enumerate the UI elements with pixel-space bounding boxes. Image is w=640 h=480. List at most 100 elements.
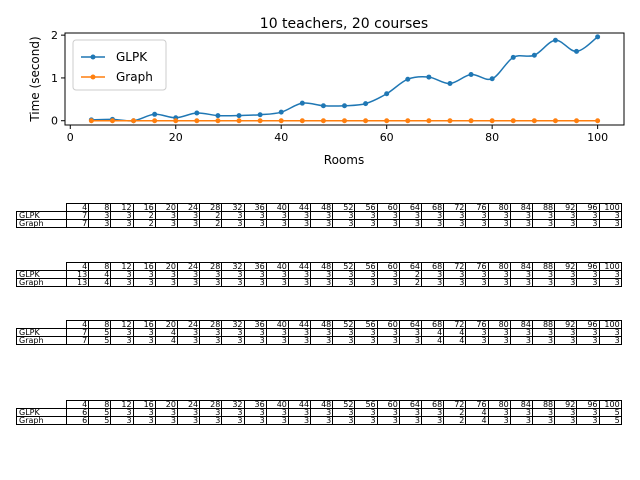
table-row: Graph 13 4 3 3 3 3 3 3 3 3 3 3 3 3 3 2 3 3 3 3 3 3 3 3 3 bbox=[16, 278, 622, 287]
column-header: 52 bbox=[332, 400, 356, 409]
table-cell: 3 bbox=[310, 416, 334, 425]
table-cell: 3 bbox=[487, 278, 511, 287]
table-row: GLPK 7 5 3 3 4 3 3 3 3 3 3 3 3 3 3 3 4 4 3 3 3 3 3 3 3 bbox=[16, 328, 622, 337]
data-point-graph bbox=[194, 118, 200, 124]
column-header: 52 bbox=[332, 320, 356, 329]
data-point-glpk bbox=[489, 76, 495, 82]
table-cell: 3 bbox=[509, 328, 533, 337]
column-header: 52 bbox=[332, 203, 356, 212]
table-cell: 3 bbox=[531, 270, 556, 279]
column-header: 100 bbox=[598, 320, 622, 329]
row-label: Graph bbox=[16, 219, 67, 228]
table-cell: 3 bbox=[376, 219, 400, 228]
column-header: 44 bbox=[287, 400, 312, 409]
data-point-graph bbox=[257, 118, 263, 124]
table-cell: 3 bbox=[310, 211, 334, 220]
table-cell: 3 bbox=[554, 219, 578, 228]
table-cell: 3 bbox=[465, 219, 489, 228]
table-cell: 3 bbox=[265, 408, 289, 417]
table-cell: 3 bbox=[243, 278, 267, 287]
table-cell: 4 bbox=[420, 328, 445, 337]
column-header: 80 bbox=[487, 262, 511, 271]
column-header: 100 bbox=[598, 203, 622, 212]
column-header: 72 bbox=[443, 203, 467, 212]
column-header: 44 bbox=[287, 320, 312, 329]
column-header: 12 bbox=[110, 320, 134, 329]
table-cell: 3 bbox=[376, 336, 400, 345]
table-cell: 3 bbox=[598, 278, 622, 287]
data-point-glpk bbox=[257, 112, 263, 118]
table-cell: 3 bbox=[176, 328, 201, 337]
table-cell: 3 bbox=[487, 211, 511, 220]
column-header: 8 bbox=[88, 203, 112, 212]
data-point-graph bbox=[384, 118, 390, 124]
data-point-graph bbox=[363, 118, 369, 124]
x-axis-label: Rooms bbox=[324, 153, 364, 167]
column-header: 72 bbox=[443, 320, 467, 329]
table-cell: 3 bbox=[576, 408, 600, 417]
table-cell: 3 bbox=[110, 416, 134, 425]
table-cell: 3 bbox=[554, 211, 578, 220]
data-point-graph bbox=[236, 118, 242, 124]
column-header: 28 bbox=[199, 262, 223, 271]
table-cell: 3 bbox=[154, 270, 178, 279]
table-cell: 13 bbox=[65, 270, 90, 279]
table-cell: 7 bbox=[65, 219, 90, 228]
column-header: 28 bbox=[199, 400, 223, 409]
table-row: Graph 6 5 3 3 3 3 3 3 3 3 3 3 3 3 3 3 3 2 4 3 3 3 3 3 5 bbox=[16, 416, 622, 425]
table-cell: 3 bbox=[265, 270, 289, 279]
table-cell: 4 bbox=[465, 416, 489, 425]
column-header: 56 bbox=[354, 203, 378, 212]
column-header: 92 bbox=[554, 320, 578, 329]
row-label: GLPK bbox=[16, 408, 67, 417]
table-cell: 3 bbox=[598, 219, 622, 228]
table-cell: 3 bbox=[598, 336, 622, 345]
row-label: Graph bbox=[16, 416, 67, 425]
table-cell: 3 bbox=[398, 416, 423, 425]
column-header: 24 bbox=[176, 400, 201, 409]
table-cell: 3 bbox=[554, 270, 578, 279]
table-cell: 3 bbox=[265, 278, 289, 287]
column-header: 76 bbox=[465, 320, 489, 329]
series-line-glpk bbox=[91, 36, 599, 122]
column-header: 36 bbox=[243, 203, 267, 212]
table-cell: 3 bbox=[576, 416, 600, 425]
column-header: 32 bbox=[221, 400, 245, 409]
data-point-glpk bbox=[215, 113, 221, 119]
data-point-graph bbox=[342, 118, 347, 124]
results-table-2: 4 8 12 16 20 24 28 32 36 40 44 48 52 56 60 64 68 72 76 80 84… bbox=[16, 262, 622, 287]
table-cell: 3 bbox=[199, 416, 223, 425]
table-cell: 7 bbox=[65, 336, 90, 345]
table-cell: 3 bbox=[487, 416, 511, 425]
table-cell: 3 bbox=[354, 211, 378, 220]
table-cell: 3 bbox=[487, 270, 511, 279]
column-header: 84 bbox=[509, 400, 533, 409]
table-cell: 4 bbox=[465, 408, 489, 417]
column-header: 8 bbox=[88, 320, 112, 329]
chart-title: 10 teachers, 20 courses bbox=[260, 16, 428, 32]
table-cell: 3 bbox=[310, 328, 334, 337]
column-header: 100 bbox=[598, 400, 622, 409]
table-cell: 3 bbox=[110, 219, 134, 228]
x-tick-label: 80 bbox=[485, 131, 499, 144]
table-cell: 3 bbox=[110, 270, 134, 279]
data-point-glpk bbox=[531, 52, 537, 58]
data-point-glpk bbox=[236, 113, 242, 119]
table-cell: 3 bbox=[509, 219, 533, 228]
table-cell: 3 bbox=[176, 219, 201, 228]
table-cell: 3 bbox=[110, 328, 134, 337]
table-cell: 3 bbox=[265, 328, 289, 337]
table-cell: 3 bbox=[398, 408, 423, 417]
results-table-4: 4 8 12 16 20 24 28 32 36 40 44 48 52 56 60 64 68 72 76 80 84… bbox=[16, 400, 622, 425]
table-cell: 3 bbox=[265, 211, 289, 220]
data-point-graph bbox=[152, 118, 158, 124]
data-point-glpk bbox=[194, 110, 200, 116]
column-header: 28 bbox=[199, 203, 223, 212]
table-cell: 3 bbox=[199, 278, 223, 287]
table-cell: 3 bbox=[487, 328, 511, 337]
data-point-glpk bbox=[447, 80, 453, 86]
table-cell: 3 bbox=[443, 211, 467, 220]
table-cell: 3 bbox=[132, 336, 156, 345]
table-cell: 3 bbox=[443, 270, 467, 279]
table-cell: 3 bbox=[354, 408, 378, 417]
